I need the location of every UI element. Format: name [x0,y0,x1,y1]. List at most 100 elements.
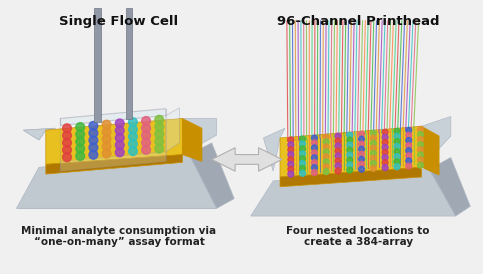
Circle shape [128,132,137,141]
Circle shape [299,161,306,166]
Circle shape [418,152,424,158]
Polygon shape [60,109,166,125]
Polygon shape [212,148,282,171]
Circle shape [394,154,400,159]
Circle shape [406,143,412,149]
Bar [126,8,132,119]
Circle shape [370,150,376,156]
Polygon shape [183,118,202,161]
Circle shape [102,120,111,129]
Circle shape [299,170,306,176]
Circle shape [288,171,294,177]
Circle shape [323,159,329,165]
Circle shape [288,152,294,158]
Circle shape [418,162,424,168]
Circle shape [312,155,317,161]
Circle shape [323,149,329,155]
Circle shape [312,160,317,165]
Circle shape [142,124,151,133]
Circle shape [382,159,388,165]
Polygon shape [429,158,470,216]
Circle shape [394,138,400,144]
Circle shape [358,136,365,142]
Circle shape [312,140,317,146]
Text: Minimal analyte consumption via
“one-on-many” assay format: Minimal analyte consumption via “one-on-… [21,226,216,247]
Circle shape [89,136,98,145]
Circle shape [288,166,294,172]
Circle shape [312,170,317,175]
Circle shape [394,133,400,139]
Circle shape [115,148,124,157]
Circle shape [299,146,306,152]
Circle shape [382,129,388,135]
Circle shape [312,135,317,141]
Circle shape [382,144,388,150]
Circle shape [128,125,137,134]
Circle shape [335,153,341,159]
Bar [94,8,101,122]
Circle shape [358,131,365,137]
Circle shape [335,158,341,164]
Text: 96-Channel Printhead: 96-Channel Printhead [277,15,440,28]
Circle shape [370,130,376,136]
Circle shape [335,138,341,144]
Circle shape [89,121,98,130]
Polygon shape [251,169,455,216]
Circle shape [128,139,137,148]
Circle shape [323,144,329,150]
Circle shape [418,147,424,153]
Circle shape [102,142,111,151]
Circle shape [155,122,164,131]
Circle shape [406,138,412,143]
Circle shape [358,141,365,147]
Circle shape [418,157,424,163]
Circle shape [323,164,329,170]
Circle shape [406,132,412,138]
Circle shape [382,165,388,170]
Circle shape [394,128,400,134]
Polygon shape [16,155,216,208]
Circle shape [347,147,353,153]
Circle shape [115,141,124,149]
Circle shape [299,141,306,147]
Circle shape [102,127,111,136]
Circle shape [347,152,353,158]
Circle shape [323,139,329,145]
Circle shape [370,161,376,166]
Circle shape [347,142,353,148]
Circle shape [394,159,400,165]
Circle shape [358,156,365,162]
Circle shape [406,153,412,159]
Circle shape [347,167,353,173]
Circle shape [335,163,341,169]
Circle shape [155,137,164,146]
Circle shape [394,149,400,155]
Circle shape [358,146,365,152]
Circle shape [76,144,85,153]
Circle shape [394,144,400,149]
Polygon shape [60,152,166,171]
Circle shape [142,138,151,147]
Circle shape [155,115,164,124]
Circle shape [89,150,98,159]
Circle shape [418,137,424,142]
Circle shape [142,131,151,140]
Circle shape [299,165,306,171]
Circle shape [335,133,341,139]
Polygon shape [422,126,439,175]
Circle shape [102,135,111,144]
Polygon shape [422,116,451,167]
Circle shape [382,134,388,140]
Text: Four nested locations to
create a 384-array: Four nested locations to create a 384-ar… [286,226,430,247]
Circle shape [299,156,306,162]
Circle shape [382,150,388,155]
Circle shape [155,144,164,153]
Circle shape [299,136,306,142]
Circle shape [89,129,98,138]
Circle shape [406,148,412,153]
Circle shape [335,143,341,149]
Circle shape [63,145,71,154]
Polygon shape [280,167,422,187]
Circle shape [370,165,376,171]
Circle shape [288,137,294,143]
